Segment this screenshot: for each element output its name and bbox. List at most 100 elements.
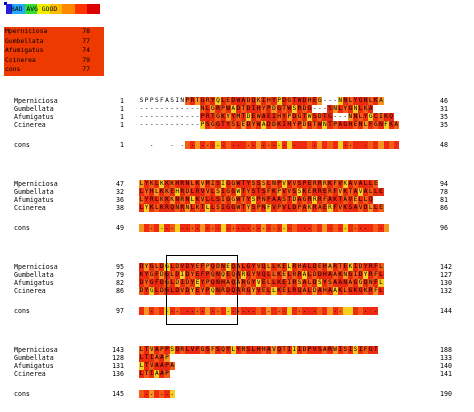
residue: S <box>251 196 257 204</box>
residue: E <box>261 279 267 287</box>
residue: . <box>230 141 236 149</box>
residue: V <box>281 180 287 188</box>
residue: V <box>281 188 287 196</box>
residue: E <box>251 113 257 121</box>
residue: N <box>352 105 359 113</box>
residue: . <box>251 141 257 149</box>
residue: H <box>322 271 328 279</box>
residue: E <box>352 196 359 204</box>
residue <box>327 307 333 315</box>
residue: N <box>215 271 221 279</box>
residue: K <box>149 204 155 212</box>
residue: . <box>256 224 262 232</box>
residue: L <box>342 287 348 295</box>
residue: G <box>347 105 353 113</box>
residue: - <box>323 97 327 104</box>
residue: . <box>281 307 287 315</box>
start-position: 1 <box>120 105 124 113</box>
residue: R <box>296 105 302 113</box>
residue: F <box>195 346 201 354</box>
sequence-row: Afumigatus 1- - - - - - - - - - - - P R T G K Y Y M T D E W A E I H Y… <box>0 113 474 121</box>
residue: L <box>189 204 196 212</box>
sequence-name: Mperniciosa <box>14 263 58 271</box>
sequence-row: Afumigatus 131 L T V A A P A 140 <box>0 362 474 370</box>
residue <box>317 224 323 232</box>
residue <box>291 307 297 315</box>
start-position: 82 <box>116 279 124 287</box>
residue: N <box>180 97 185 104</box>
residue: Y <box>251 287 257 295</box>
residue: . <box>358 224 364 232</box>
end-position: 127 <box>440 271 452 279</box>
residue: . <box>169 307 175 315</box>
residue: S <box>230 121 236 129</box>
residue: Y <box>363 263 369 271</box>
residue-track: .. ... <box>139 390 175 398</box>
residue: Y <box>245 196 252 204</box>
residue: F <box>210 346 216 354</box>
residue: D <box>302 105 308 113</box>
residue: S <box>291 188 297 196</box>
residue: R <box>291 279 297 287</box>
residue: L <box>363 180 369 188</box>
residue: C <box>373 113 379 121</box>
residue: Q <box>174 346 180 354</box>
residue: K <box>220 113 226 121</box>
residue <box>271 307 277 315</box>
residue: D <box>174 287 180 295</box>
residue: L <box>205 204 211 212</box>
residue: L <box>368 180 374 188</box>
residue: L <box>373 188 379 196</box>
residue: Q <box>388 113 394 121</box>
residue: A <box>327 263 333 271</box>
residue: A <box>302 271 308 279</box>
residue: L <box>189 188 196 196</box>
residue: . <box>189 224 196 232</box>
residue: A <box>317 204 323 212</box>
residue: L <box>139 362 145 370</box>
residue <box>317 307 323 315</box>
residue: - <box>154 121 159 128</box>
residue: - <box>170 113 174 120</box>
residue: K <box>159 180 165 188</box>
residue: Y <box>251 279 257 287</box>
residue: G <box>164 263 170 271</box>
residue: . <box>200 307 206 315</box>
residue: N <box>332 105 338 113</box>
residue: G <box>200 346 206 354</box>
residue: R <box>179 180 185 188</box>
residue: K <box>159 204 165 212</box>
residue: H <box>174 180 180 188</box>
residue: G <box>347 287 353 295</box>
start-position: 131 <box>112 362 124 370</box>
residue: R <box>215 105 221 113</box>
residue: R <box>332 263 338 271</box>
residue: G <box>286 97 292 105</box>
residue: A <box>327 196 333 204</box>
residue: I <box>271 113 277 121</box>
residue: N <box>220 263 226 271</box>
residue: G <box>317 97 323 105</box>
residue: P <box>149 97 154 104</box>
residue: . <box>235 224 241 232</box>
residue: - <box>312 105 317 112</box>
residue: Y <box>225 113 231 121</box>
residue: E <box>169 188 175 196</box>
residue: T <box>256 188 262 196</box>
residue: W <box>296 97 302 105</box>
residue: . <box>266 141 272 149</box>
residue: K <box>271 188 277 196</box>
residue: D <box>245 105 252 113</box>
residue: R <box>291 263 297 271</box>
residue: . <box>200 141 206 149</box>
residue: D <box>363 204 369 212</box>
residue: V <box>286 180 292 188</box>
residue: A <box>225 279 231 287</box>
start-position: 79 <box>116 271 124 279</box>
residue: N <box>200 105 206 113</box>
residue: Y <box>322 279 328 287</box>
